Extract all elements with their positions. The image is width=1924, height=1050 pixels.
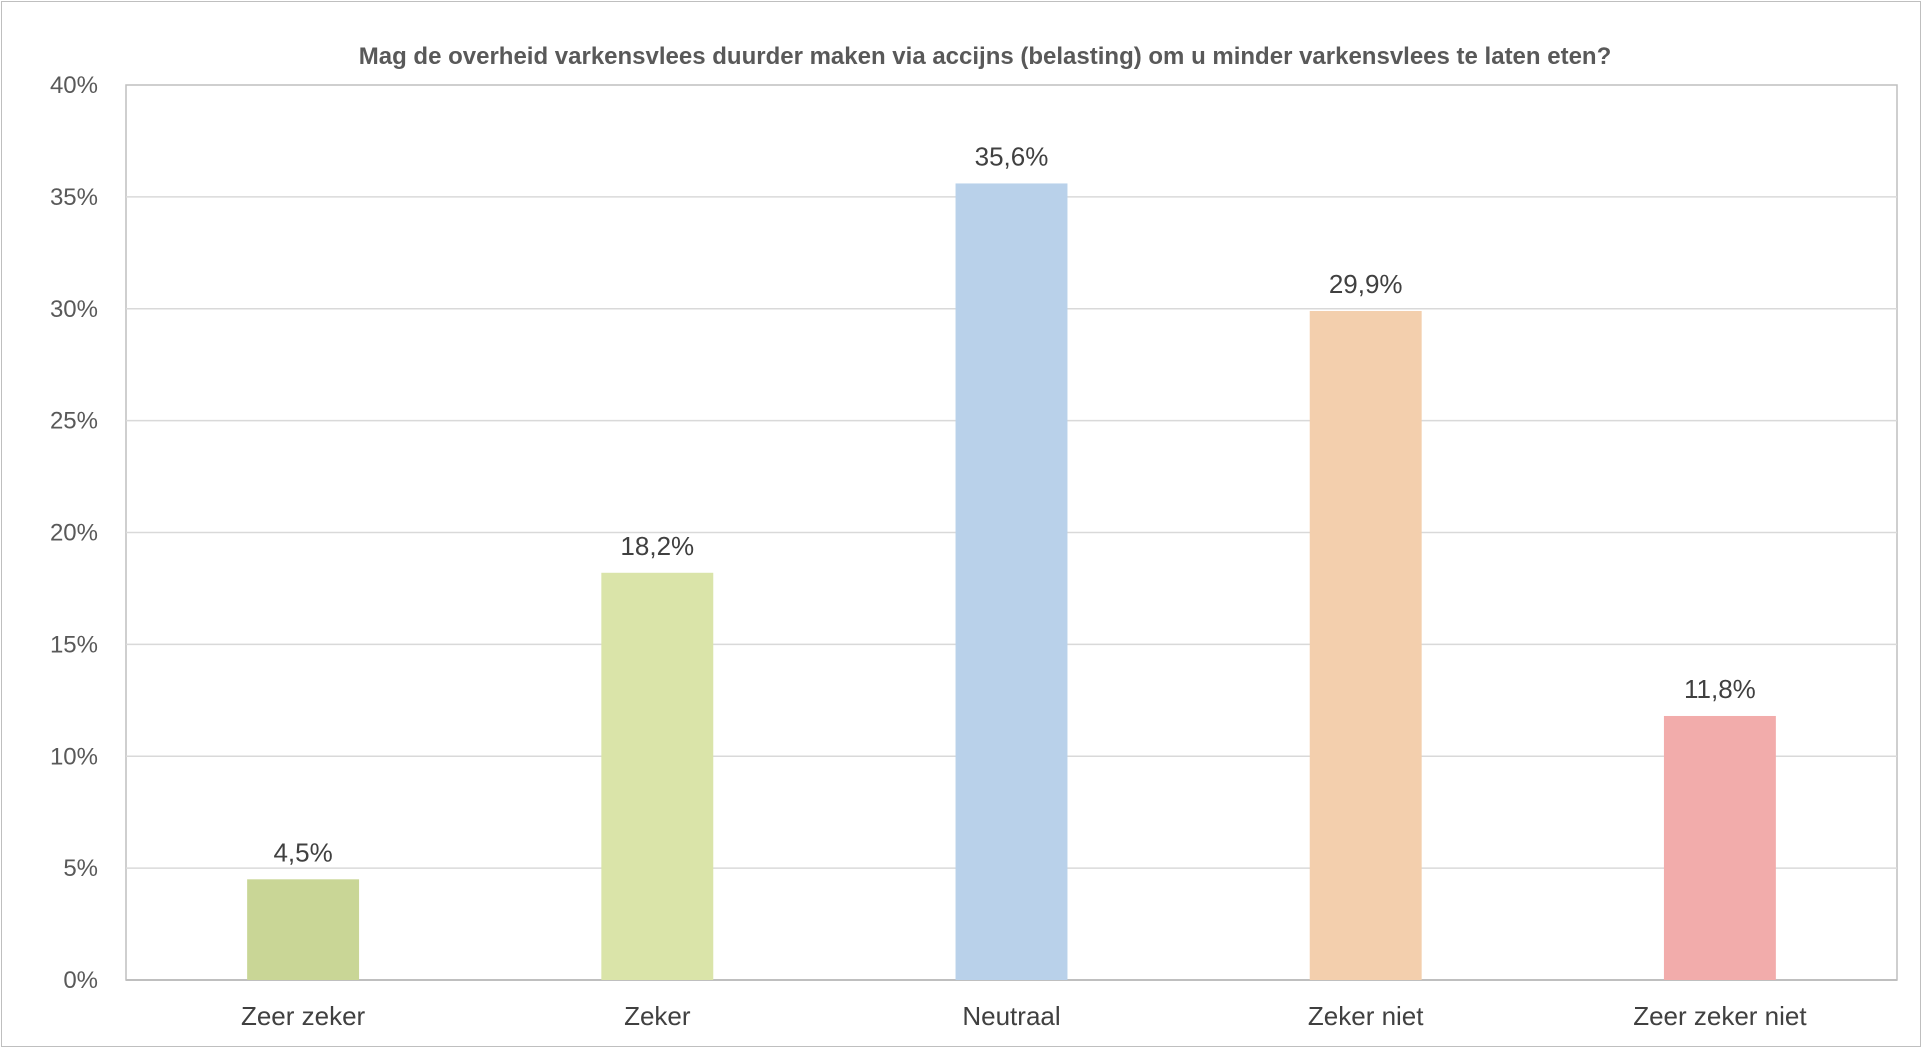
y-tick-label: 20% xyxy=(50,520,98,547)
y-tick-label: 15% xyxy=(50,631,98,658)
x-category-label: Zeker xyxy=(624,1001,691,1031)
y-tick-label: 40% xyxy=(50,72,98,99)
bar xyxy=(247,879,360,980)
data-label: 11,8% xyxy=(1684,674,1756,704)
data-label: 4,5% xyxy=(273,837,332,867)
y-tick-label: 5% xyxy=(63,855,98,882)
x-category-label: Zeker niet xyxy=(1308,1001,1424,1031)
data-label: 18,2% xyxy=(620,531,694,561)
data-labels: 4,5% 18,2% 35,6% 29,9% 11,8% xyxy=(273,141,1755,867)
bar xyxy=(1309,310,1422,980)
data-label: 35,6% xyxy=(975,141,1049,171)
x-category-label: Neutraal xyxy=(962,1001,1060,1031)
bar xyxy=(1663,715,1776,980)
data-label: 29,9% xyxy=(1329,269,1403,299)
gridlines xyxy=(126,196,1897,869)
chart-title: Mag de overheid varkensvlees duurder mak… xyxy=(359,43,1612,70)
y-tick-label: 30% xyxy=(50,296,98,323)
y-tick-label: 25% xyxy=(50,408,98,435)
y-tick-label: 35% xyxy=(50,184,98,211)
x-axis: Zeer zeker Zeker Neutraal Zeker niet Zeer ze… xyxy=(241,1001,1807,1031)
y-axis: 0% 5% 10% 15% 20% 25% 30% 35% 40% xyxy=(50,72,1897,994)
bar xyxy=(955,183,1068,980)
bars xyxy=(247,183,1776,980)
y-tick-label: 0% xyxy=(63,967,98,994)
x-category-label: Zeer zeker xyxy=(241,1001,366,1031)
y-tick-label: 10% xyxy=(50,743,98,770)
x-category-label: Zeer zeker niet xyxy=(1633,1001,1807,1031)
bar xyxy=(601,572,714,980)
